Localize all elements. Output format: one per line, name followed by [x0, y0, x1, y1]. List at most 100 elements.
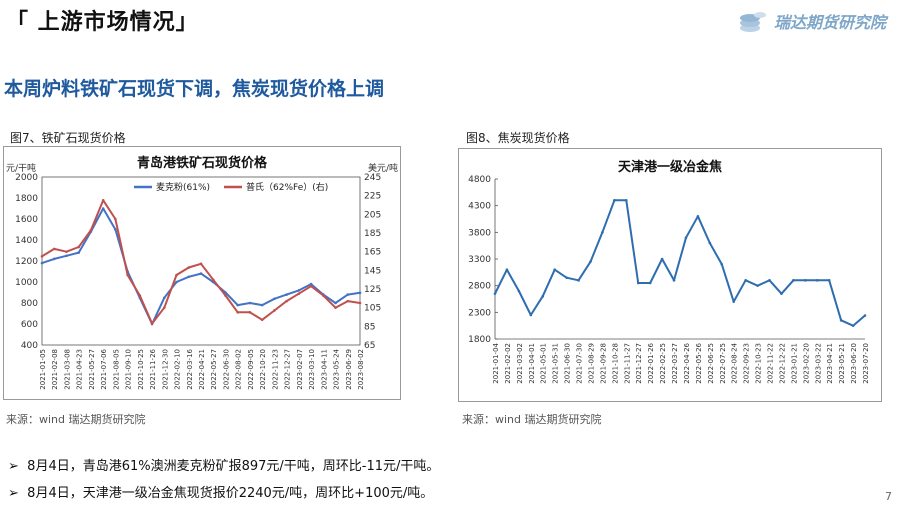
data-point — [199, 272, 203, 275]
data-point — [493, 292, 497, 295]
y-tick-label: 1400 — [15, 236, 38, 246]
data-point — [672, 279, 676, 282]
data-point — [65, 254, 68, 258]
x-tick-label: 2022-05-26 — [695, 342, 703, 383]
y2-tick-label: 105 — [364, 304, 381, 314]
figure-8-label: 图8、焦炭现货价格 — [466, 131, 570, 145]
x-tick-label: 2023-05-24 — [333, 348, 341, 389]
data-point — [260, 303, 264, 307]
x-tick-label: 2023-02-20 — [802, 343, 810, 384]
logo-text: 瑞达期货研究院 — [773, 13, 886, 32]
x-tick-label: 2021-04-23 — [76, 349, 84, 390]
data-point — [77, 245, 80, 249]
x-tick-label: 2023-03-22 — [814, 343, 822, 384]
data-point — [138, 294, 142, 297]
y-tick-label: 600 — [21, 320, 38, 330]
data-point — [187, 266, 191, 269]
data-point — [334, 306, 337, 309]
y2-tick-label: 245 — [364, 173, 381, 183]
y2-axis-label: 美元/吨 — [368, 162, 398, 174]
data-point — [517, 289, 521, 293]
y2-tick-label: 125 — [364, 285, 381, 295]
y-tick-label: 800 — [21, 299, 38, 309]
x-tick-label: 2022-07-25 — [719, 343, 727, 384]
x-tick-label: 2022-03-27 — [671, 343, 679, 384]
data-point — [273, 297, 276, 301]
data-point — [273, 309, 276, 312]
data-point — [792, 279, 795, 282]
data-point — [101, 207, 105, 210]
data-point — [553, 268, 556, 271]
plot-area — [41, 176, 361, 346]
x-tick-label: 2022-02-25 — [659, 343, 667, 384]
y-tick-label: 2800 — [468, 282, 491, 292]
data-point — [744, 279, 747, 282]
chart-title: 天津港一级冶金焦 — [618, 159, 722, 175]
data-point — [358, 291, 362, 295]
x-tick-label: 2022-08-02 — [235, 349, 243, 390]
chart-title: 青岛港铁矿石现货价格 — [137, 155, 268, 171]
y-tick-label: 3800 — [468, 228, 491, 238]
x-tick-label: 2023-01-21 — [790, 343, 798, 384]
y-tick-label: 3300 — [468, 255, 491, 265]
bullet-iron-ore: ➢ 8月4日，青岛港61%澳洲麦克粉矿报897元/干吨，周环比-11元/干吨。 — [8, 455, 439, 474]
data-point — [601, 231, 604, 234]
page-title: 「 上游市场情况」 — [6, 10, 199, 35]
data-point — [815, 279, 819, 282]
y2-tick-label: 185 — [364, 229, 381, 239]
data-point — [732, 300, 736, 303]
x-tick-label: 2022-04-26 — [683, 342, 691, 383]
data-point — [150, 322, 154, 325]
x-tick-label: 2022-02-10 — [174, 349, 182, 390]
x-tick-label: 2021-09-10 — [125, 349, 133, 390]
x-tick-label: 2022-06-25 — [707, 343, 715, 384]
data-point — [589, 260, 592, 263]
data-point — [260, 318, 264, 322]
data-point — [236, 303, 239, 307]
data-point — [114, 228, 117, 231]
x-tick-label: 2022-04-21 — [198, 349, 206, 390]
data-point — [236, 311, 239, 314]
data-point — [708, 241, 712, 245]
data-point — [660, 257, 664, 261]
data-point — [505, 268, 509, 271]
x-tick-label: 2021-05-01 — [540, 343, 548, 384]
data-point — [334, 301, 337, 305]
data-point — [827, 279, 831, 282]
data-point — [126, 273, 129, 277]
data-point — [346, 293, 350, 296]
data-point — [565, 276, 568, 279]
x-tick-label: 2021-03-08 — [63, 349, 71, 390]
x-tick-label: 2021-12-30 — [161, 349, 169, 390]
data-point — [756, 284, 759, 287]
y-tick-label: 400 — [21, 341, 38, 351]
bullet-text: 8月4日，青岛港61%澳洲麦克粉矿报897元/干吨，周环比-11元/干吨。 — [27, 459, 440, 474]
data-point — [322, 294, 325, 297]
x-tick-label: 2022-10-23 — [755, 343, 763, 384]
data-point — [114, 217, 117, 221]
data-point — [309, 284, 313, 288]
y2-tick-label: 225 — [364, 192, 381, 202]
y-tick-label: 1000 — [15, 278, 38, 288]
bullet-coke: ➢ 8月4日，天津港一级冶金焦现货报价2240元/吨，周环比+100元/吨。 — [8, 482, 433, 501]
data-point — [684, 236, 688, 239]
data-point — [199, 262, 203, 266]
y-tick-label: 4800 — [468, 175, 491, 185]
series-line-0 — [41, 207, 361, 325]
data-point — [636, 281, 640, 285]
x-tick-label: 2021-05-31 — [552, 343, 560, 384]
data-point — [52, 247, 56, 251]
data-point — [40, 261, 44, 265]
data-point — [163, 296, 166, 300]
x-tick-label: 2021-07-30 — [576, 343, 584, 384]
x-tick-label: 2021-08-05 — [112, 349, 120, 390]
y-tick-label: 2000 — [15, 173, 38, 183]
data-point — [101, 199, 105, 202]
figure-8-source: 来源：wind 瑞达期货研究院 — [462, 413, 602, 426]
legend-label-1: 普氏（62%Fe）(右) — [246, 181, 328, 193]
data-point — [285, 293, 288, 296]
figure-7-source: 来源：wind 瑞达期货研究院 — [6, 413, 146, 426]
data-point — [839, 319, 843, 322]
x-tick-label: 2021-10-28 — [611, 343, 619, 384]
x-tick-label: 2021-07-06 — [100, 348, 108, 389]
